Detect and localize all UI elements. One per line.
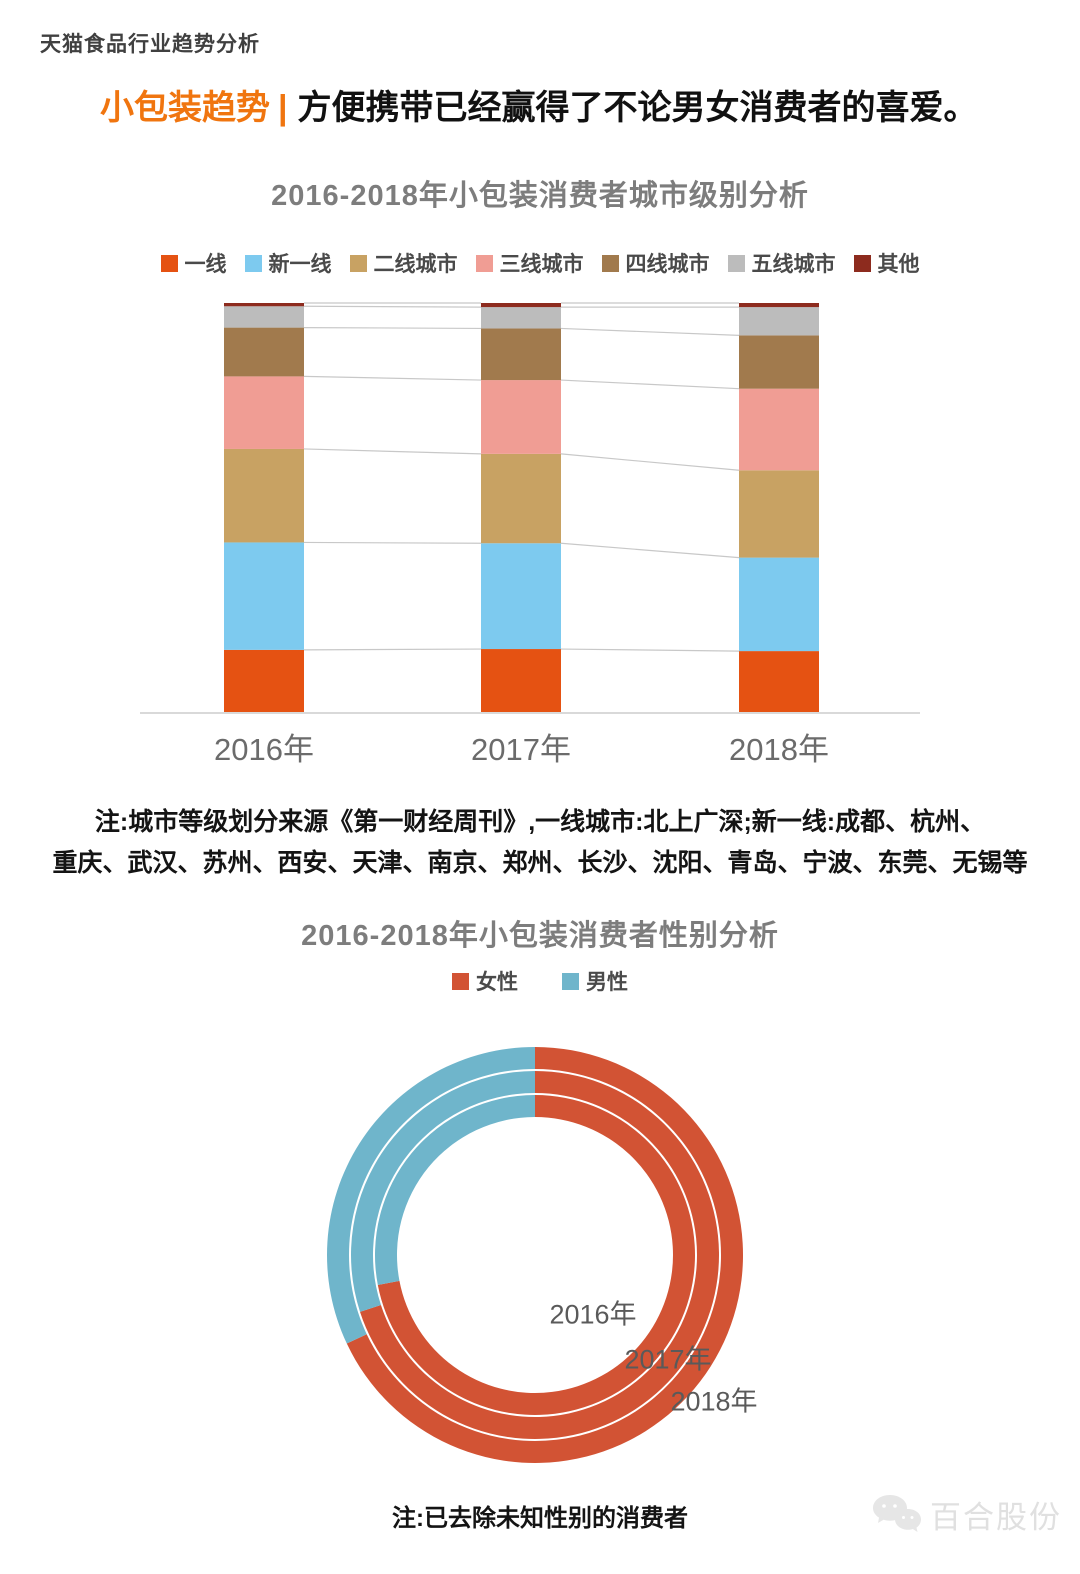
donut-male-2018年 <box>327 1047 535 1344</box>
city-tier-legend: 一线 新一线 二线城市 三线城市 四线城市 五线城市 其他 <box>0 248 1080 278</box>
note-line-1: 注:城市等级划分来源《第一财经周刊》,一线城市:北上广深;新一线:成都、杭州、 <box>94 808 986 836</box>
bar-segment-一线-2016年 <box>224 649 304 713</box>
legend-swatch-icon <box>562 972 579 990</box>
legend-label: 新一线 <box>268 253 332 276</box>
x-axis-label: 2016年 <box>214 732 314 767</box>
x-axis-label: 2017年 <box>471 732 571 767</box>
bar-segment-新一线-2016年 <box>224 542 304 650</box>
city-tier-stacked-chart: 2016年 2017年 2018年 <box>140 298 920 770</box>
connector-line <box>560 453 740 471</box>
connector-line <box>560 327 740 336</box>
legend-item: 新一线 <box>244 248 332 278</box>
connector-line <box>303 375 482 381</box>
legend-swatch-icon <box>727 254 745 272</box>
bar-segment-新一线-2018年 <box>739 557 819 652</box>
watermark-text: 百合股份 <box>930 1500 1062 1535</box>
legend-item: 男性 <box>562 966 628 996</box>
bar-segment-一线-2017年 <box>481 649 561 713</box>
connector-line <box>560 379 740 390</box>
connector-line <box>560 542 740 559</box>
headline-highlight: 小包装趋势 <box>100 89 270 127</box>
gender-chart-title: 2016-2018年小包装消费者性别分析 <box>301 920 779 952</box>
headline-separator-bar: | <box>278 89 288 127</box>
legend-label: 四线城市 <box>625 253 710 276</box>
note-line-2: 重庆、武汉、苏州、西安、天津、南京、郑州、长沙、沈阳、青岛、宁波、东莞、无锡等 <box>52 849 1028 877</box>
wechat-chat-bubbles-icon <box>873 1494 921 1532</box>
page-title: 天猫食品行业趋势分析 <box>40 33 260 56</box>
bar-segment-五线城市-2017年 <box>481 307 561 329</box>
donut-svg <box>327 1047 744 1463</box>
connector-line <box>560 648 740 652</box>
bar-segment-新一线-2017年 <box>481 543 561 650</box>
x-axis-label: 2018年 <box>729 732 829 767</box>
connector-line <box>303 648 482 651</box>
legend-swatch-icon <box>601 254 619 272</box>
legend-swatch-icon <box>452 972 469 990</box>
connector-line <box>303 305 482 308</box>
legend-item: 二线城市 <box>349 248 458 278</box>
legend-item: 三线城市 <box>475 248 584 278</box>
donut-ring-label: 2017年 <box>624 1344 712 1375</box>
headline: 小包装趋势 | 方便携带已经赢得了不论男女消费者的喜爱。 <box>100 86 1040 130</box>
legend-item: 其他 <box>853 248 920 278</box>
bar-segment-四线城市-2016年 <box>224 327 304 377</box>
legend-label: 一线 <box>184 253 227 276</box>
bar-segment-四线城市-2017年 <box>481 328 561 381</box>
legend-item: 女性 <box>452 966 518 996</box>
donut-ring-label: 2018年 <box>670 1386 758 1417</box>
legend-label: 女性 <box>476 971 518 994</box>
headline-text: 方便携带已经赢得了不论男女消费者的喜爱。 <box>297 89 978 127</box>
city-chart-title: 2016-2018年小包装消费者城市级别分析 <box>271 180 809 212</box>
bar-segment-其他-2018年 <box>739 303 819 308</box>
legend-item: 一线 <box>160 248 227 278</box>
city-chart-note: 注:城市等级划分来源《第一财经周刊》,一线城市:北上广深;新一线:成都、杭州、 … <box>0 802 1080 884</box>
legend-swatch-icon <box>160 254 178 272</box>
bar-segment-五线城市-2018年 <box>739 307 819 336</box>
gender-chart-note: 注:已去除未知性别的消费者 <box>392 1505 688 1532</box>
legend-label: 三线城市 <box>499 253 584 276</box>
bar-segment-二线城市-2016年 <box>224 448 304 543</box>
bar-segment-三线城市-2016年 <box>224 376 304 449</box>
donut-ring-label: 2016年 <box>549 1299 637 1330</box>
legend-swatch-icon <box>853 254 871 272</box>
donut-male-2016年 <box>374 1095 535 1285</box>
legend-swatch-icon <box>349 254 367 272</box>
connector-line <box>303 541 482 544</box>
legend-label: 五线城市 <box>751 253 836 276</box>
bar-segment-三线城市-2018年 <box>739 388 819 471</box>
stacked-bar-svg: 2016年 2017年 2018年 <box>140 302 920 767</box>
bar-segment-其他-2017年 <box>481 303 561 308</box>
gender-legend: 女性 男性 <box>0 966 1080 996</box>
gender-donut-chart: 2016年 2017年 2018年 <box>300 1030 780 1500</box>
legend-swatch-icon <box>475 254 493 272</box>
bar-segment-五线城市-2016年 <box>224 306 304 328</box>
bar-segment-三线城市-2017年 <box>481 380 561 454</box>
legend-label: 二线城市 <box>373 253 458 276</box>
watermark: 百合股份 <box>870 1492 1062 1537</box>
connector-line <box>303 448 482 455</box>
bar-segment-一线-2018年 <box>739 651 819 713</box>
legend-label: 其他 <box>877 253 920 276</box>
connector-line <box>303 327 482 330</box>
legend-item: 五线城市 <box>727 248 836 278</box>
legend-swatch-icon <box>244 254 262 272</box>
bar-segment-其他-2016年 <box>224 303 304 307</box>
legend-label: 男性 <box>586 971 628 994</box>
legend-item: 四线城市 <box>601 248 710 278</box>
bar-segment-二线城市-2018年 <box>739 470 819 558</box>
bar-segment-四线城市-2018年 <box>739 335 819 389</box>
bar-segment-二线城市-2017年 <box>481 453 561 544</box>
donut-male-2017年 <box>351 1071 535 1312</box>
